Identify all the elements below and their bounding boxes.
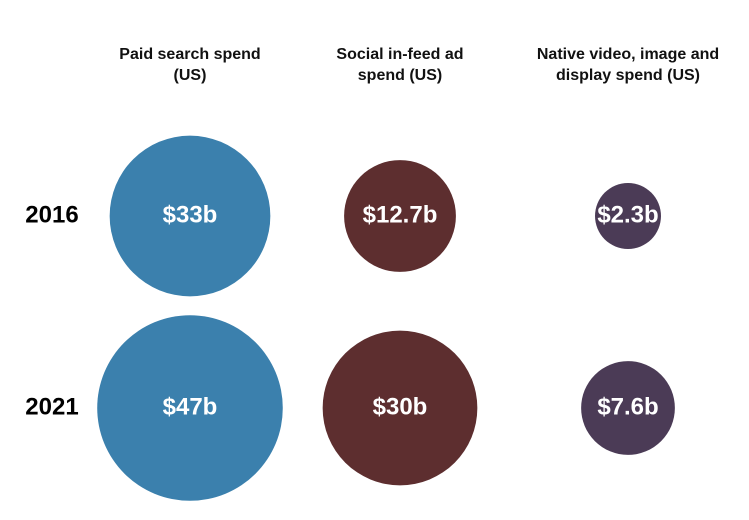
column-header: Social in-feed ad spend (US): [336, 46, 464, 84]
bubble: [581, 361, 675, 455]
bubble: [97, 315, 283, 501]
bubble: [595, 183, 661, 249]
value-label: $7.6b: [597, 393, 658, 420]
value-label: $2.3b: [597, 201, 658, 228]
row-label: 2021: [25, 393, 78, 420]
bubble: [109, 135, 271, 297]
bubble: [322, 330, 478, 486]
value-label: $33b: [163, 201, 218, 228]
value-label: $12.7b: [363, 201, 438, 228]
value-label: $47b: [163, 393, 218, 420]
column-header: Native video, image and display spend (U…: [536, 46, 720, 84]
bubble: [344, 160, 456, 272]
column-header: Paid search spend (US): [119, 46, 261, 84]
value-label: $30b: [373, 393, 428, 420]
row-label: 2016: [25, 201, 78, 228]
